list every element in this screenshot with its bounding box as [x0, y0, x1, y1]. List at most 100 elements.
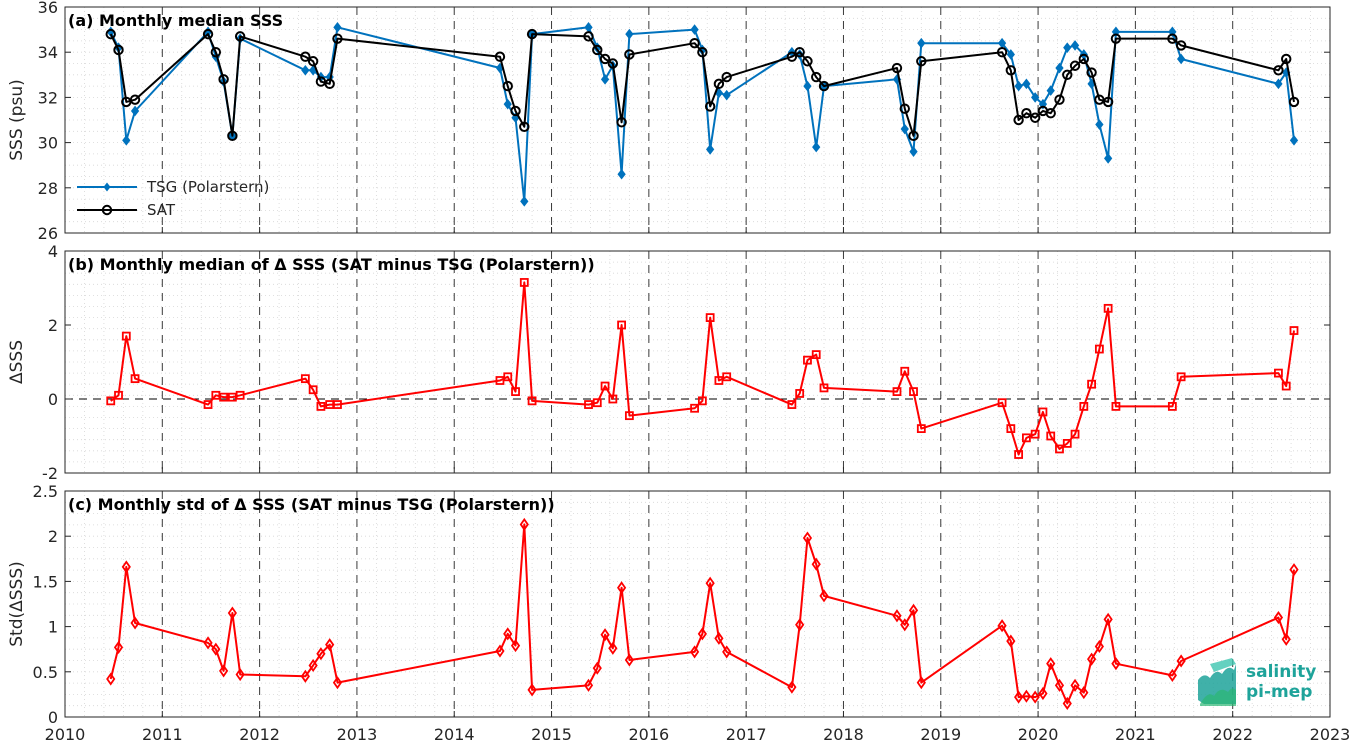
- y-tick-label: 4: [48, 242, 58, 261]
- data-point: [722, 89, 731, 101]
- data-point: [300, 669, 310, 683]
- data-point: [527, 396, 537, 406]
- data-point: [307, 56, 319, 67]
- legend: TSG (Polarstern) SAT: [77, 178, 269, 219]
- series-line: [106, 517, 1299, 711]
- data-point: [1006, 49, 1015, 60]
- data-point: [916, 424, 926, 434]
- axes-frame: [64, 250, 1331, 474]
- data-point: [713, 78, 725, 90]
- data-point: [1055, 444, 1064, 454]
- data-point: [203, 400, 213, 409]
- data-point: [1022, 433, 1031, 443]
- data-point: [624, 49, 635, 60]
- data-point: [510, 105, 521, 117]
- data-point: [1006, 634, 1016, 648]
- x-tick-label: 2012: [239, 725, 280, 744]
- data-point: [121, 560, 131, 574]
- data-point: [624, 653, 634, 667]
- panel-title: (a) Monthly median SSS: [68, 11, 283, 30]
- legend-label: SAT: [147, 201, 176, 219]
- data-point: [704, 101, 716, 112]
- data-point: [301, 64, 310, 76]
- data-point: [105, 28, 116, 40]
- data-point: [997, 619, 1007, 633]
- data-point: [511, 387, 520, 397]
- salinity-pi-mep-logo: salinity pi-mep: [1198, 658, 1316, 706]
- data-point: [1176, 53, 1186, 65]
- data-point: [900, 618, 910, 632]
- data-point: [892, 609, 902, 623]
- data-point: [616, 117, 627, 128]
- x-tick-label: 2018: [823, 725, 864, 744]
- data-point: [1030, 429, 1040, 439]
- data-point: [1111, 657, 1121, 671]
- data-point: [909, 146, 918, 157]
- axes-frame: [64, 490, 1331, 718]
- y-tick-label: 2.5: [33, 482, 58, 501]
- data-point: [1103, 612, 1113, 626]
- data-point: [1078, 53, 1090, 65]
- data-point: [705, 313, 715, 323]
- panel-title: (b) Monthly median of Δ SSS (SAT minus T…: [68, 255, 595, 274]
- x-tick-label: 2019: [920, 725, 961, 744]
- data-point: [592, 44, 603, 56]
- data-point: [519, 121, 530, 132]
- legend-label: TSG (Polarstern): [146, 178, 269, 196]
- data-point: [1014, 450, 1024, 459]
- data-point: [1102, 96, 1114, 108]
- y-tick-label: 0: [48, 390, 58, 409]
- data-point: [520, 196, 529, 207]
- data-point: [787, 400, 797, 409]
- data-point: [891, 62, 903, 74]
- y-tick-label: 26: [38, 224, 58, 243]
- data-point: [592, 661, 602, 675]
- data-point: [1062, 438, 1072, 448]
- data-point: [617, 168, 626, 180]
- data-point: [802, 531, 813, 545]
- data-point: [129, 94, 141, 105]
- data-point: [803, 355, 812, 365]
- data-point: [1104, 153, 1113, 164]
- data-point: [1288, 96, 1300, 108]
- data-point: [1046, 657, 1056, 671]
- data-point: [1273, 610, 1284, 625]
- data-point: [130, 374, 140, 384]
- data-point: [706, 144, 715, 155]
- data-point: [332, 676, 343, 690]
- data-point: [1070, 40, 1080, 51]
- data-point: [235, 390, 245, 400]
- data-point: [892, 387, 902, 397]
- data-point: [122, 135, 131, 146]
- data-point: [325, 638, 335, 652]
- series-line: [109, 523, 1295, 705]
- data-point: [1045, 108, 1056, 119]
- data-point: [722, 372, 732, 382]
- data-point: [300, 374, 310, 384]
- data-point: [235, 667, 245, 682]
- x-tick-label: 2016: [628, 725, 669, 744]
- data-point: [1046, 431, 1056, 441]
- data-point: [113, 640, 124, 654]
- data-point: [786, 51, 798, 62]
- data-point: [1281, 53, 1292, 65]
- data-point: [600, 628, 610, 642]
- data-point: [1021, 689, 1031, 703]
- x-tick-label: 2022: [1212, 725, 1253, 744]
- data-point: [106, 396, 116, 406]
- data-point: [811, 71, 822, 83]
- data-point: [219, 664, 229, 678]
- y-tick-label: 2: [48, 527, 58, 546]
- data-point: [1054, 678, 1065, 692]
- data-point: [300, 51, 311, 62]
- data-point: [1167, 668, 1177, 682]
- data-point: [599, 53, 611, 65]
- data-point: [795, 618, 805, 632]
- data-point: [316, 401, 326, 411]
- data-point: [1038, 686, 1048, 701]
- data-point: [1079, 401, 1089, 411]
- data-point: [130, 616, 140, 630]
- data-point: [227, 606, 237, 620]
- y-axis-label: Std(ΔSSS): [7, 561, 27, 647]
